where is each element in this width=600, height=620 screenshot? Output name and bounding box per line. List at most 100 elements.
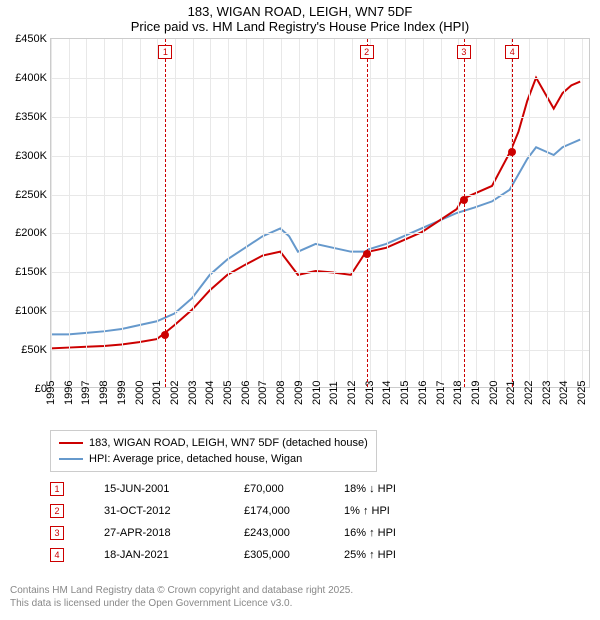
x-tick-label: 1997 [80, 381, 92, 405]
gridline-v [140, 39, 141, 387]
gridline-v [352, 39, 353, 387]
gridline-v [175, 39, 176, 387]
y-tick-label: £100K [15, 305, 47, 317]
x-tick-label: 2024 [558, 381, 570, 405]
x-tick-label: 2007 [257, 381, 269, 405]
gridline-v [51, 39, 52, 387]
legend-swatch-hpi [59, 458, 83, 460]
x-tick-label: 2003 [187, 381, 199, 405]
legend-label-property: 183, WIGAN ROAD, LEIGH, WN7 5DF (detache… [89, 437, 368, 449]
x-tick-label: 2004 [204, 381, 216, 405]
gridline-v [564, 39, 565, 387]
marker-date-1: 15-JUN-2001 [104, 483, 244, 495]
gridline-v [441, 39, 442, 387]
gridline-v [582, 39, 583, 387]
marker-line [367, 39, 368, 387]
marker-dot [161, 331, 169, 339]
marker-date-3: 27-APR-2018 [104, 527, 244, 539]
x-tick-label: 2002 [169, 381, 181, 405]
x-tick-label: 2005 [222, 381, 234, 405]
x-tick-label: 2015 [399, 381, 411, 405]
x-tick-label: 2011 [328, 381, 340, 405]
y-tick-label: £450K [15, 33, 47, 45]
legend-row-hpi: HPI: Average price, detached house, Wiga… [59, 451, 368, 467]
marker-line [464, 39, 465, 387]
footer: Contains HM Land Registry data © Crown c… [10, 584, 353, 610]
gridline-h [51, 272, 589, 273]
gridline-v [458, 39, 459, 387]
y-tick-label: £300K [15, 150, 47, 162]
gridline-h [51, 195, 589, 196]
chart-svg [51, 39, 589, 387]
gridline-v [246, 39, 247, 387]
x-tick-label: 2009 [293, 381, 305, 405]
x-tick-label: 2012 [346, 381, 358, 405]
gridline-v [476, 39, 477, 387]
chart-area: £0£50K£100K£150K£200K£250K£300K£350K£400… [50, 38, 590, 388]
marker-dot [508, 148, 516, 156]
gridline-h [51, 350, 589, 351]
marker-diff-4: 25% ↑ HPI [344, 549, 464, 561]
marker-diff-2: 1% ↑ HPI [344, 505, 464, 517]
title-line2: Price paid vs. HM Land Registry's House … [0, 19, 600, 38]
x-tick-label: 2008 [275, 381, 287, 405]
marker-line [512, 39, 513, 387]
marker-box-chart: 2 [360, 45, 374, 59]
gridline-v [157, 39, 158, 387]
marker-dot [460, 196, 468, 204]
legend-swatch-property [59, 442, 83, 444]
x-tick-label: 2013 [364, 381, 376, 405]
legend-label-hpi: HPI: Average price, detached house, Wiga… [89, 453, 302, 465]
x-tick-label: 2020 [488, 381, 500, 405]
marker-date-4: 18-JAN-2021 [104, 549, 244, 561]
x-tick-label: 2006 [240, 381, 252, 405]
x-tick-label: 2014 [381, 381, 393, 405]
x-tick-label: 1996 [63, 381, 75, 405]
marker-dot [363, 250, 371, 258]
gridline-v [405, 39, 406, 387]
marker-row-4: 4 18-JAN-2021 £305,000 25% ↑ HPI [50, 544, 464, 566]
marker-box-chart: 1 [158, 45, 172, 59]
gridline-v [210, 39, 211, 387]
gridline-v [122, 39, 123, 387]
marker-diff-1: 18% ↓ HPI [344, 483, 464, 495]
y-tick-label: £350K [15, 111, 47, 123]
y-tick-label: £250K [15, 189, 47, 201]
marker-diff-3: 16% ↑ HPI [344, 527, 464, 539]
marker-box-chart: 4 [505, 45, 519, 59]
gridline-h [51, 117, 589, 118]
marker-row-1: 1 15-JUN-2001 £70,000 18% ↓ HPI [50, 478, 464, 500]
marker-price-1: £70,000 [244, 483, 344, 495]
legend: 183, WIGAN ROAD, LEIGH, WN7 5DF (detache… [50, 430, 377, 472]
x-tick-label: 2019 [470, 381, 482, 405]
marker-price-4: £305,000 [244, 549, 344, 561]
x-tick-label: 2001 [151, 381, 163, 405]
y-tick-label: £150K [15, 266, 47, 278]
marker-box-4: 4 [50, 548, 64, 562]
gridline-v [494, 39, 495, 387]
marker-price-3: £243,000 [244, 527, 344, 539]
marker-date-2: 31-OCT-2012 [104, 505, 244, 517]
gridline-h [51, 311, 589, 312]
gridline-v [69, 39, 70, 387]
gridline-v [423, 39, 424, 387]
footer-line2: This data is licensed under the Open Gov… [10, 597, 353, 610]
x-tick-label: 2016 [417, 381, 429, 405]
gridline-v [547, 39, 548, 387]
gridline-v [104, 39, 105, 387]
footer-line1: Contains HM Land Registry data © Crown c… [10, 584, 353, 597]
marker-box-3: 3 [50, 526, 64, 540]
x-tick-label: 2023 [541, 381, 553, 405]
gridline-v [299, 39, 300, 387]
x-tick-label: 1998 [98, 381, 110, 405]
x-tick-label: 2000 [134, 381, 146, 405]
gridline-v [281, 39, 282, 387]
x-tick-label: 2018 [452, 381, 464, 405]
x-tick-label: 2025 [576, 381, 588, 405]
marker-row-3: 3 27-APR-2018 £243,000 16% ↑ HPI [50, 522, 464, 544]
x-tick-label: 1999 [116, 381, 128, 405]
marker-table: 1 15-JUN-2001 £70,000 18% ↓ HPI 2 31-OCT… [50, 478, 464, 566]
marker-box-chart: 3 [457, 45, 471, 59]
gridline-v [529, 39, 530, 387]
marker-row-2: 2 31-OCT-2012 £174,000 1% ↑ HPI [50, 500, 464, 522]
